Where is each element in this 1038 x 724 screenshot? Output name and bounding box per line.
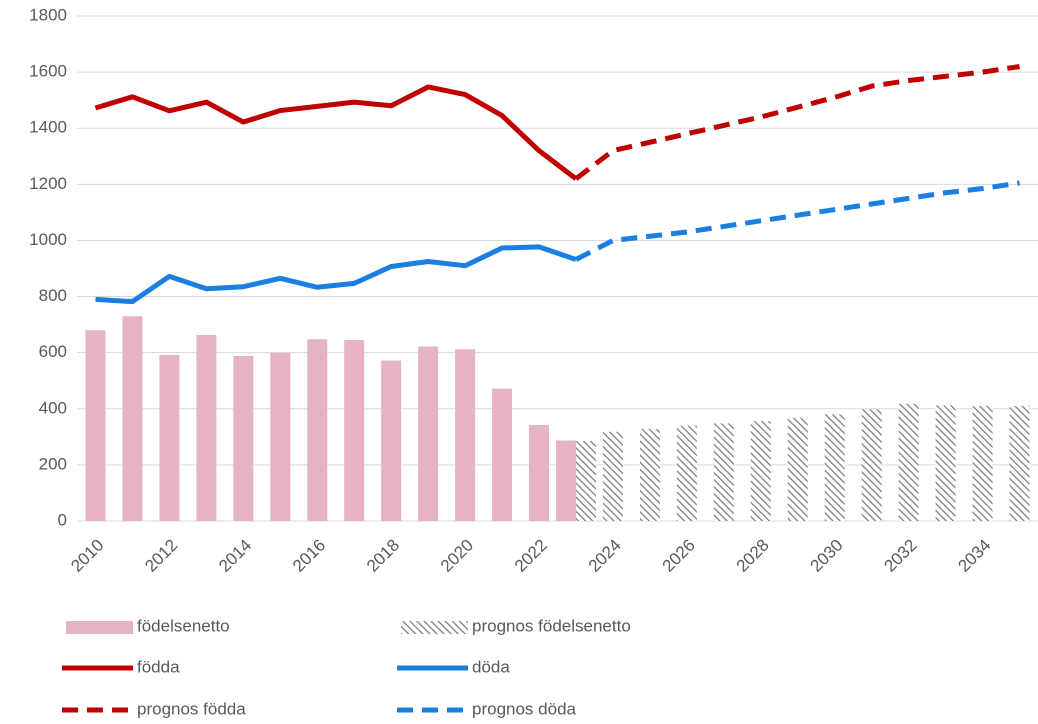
y-tick-label: 400 — [39, 398, 67, 417]
legend-label: födelsenetto — [137, 616, 230, 635]
bar — [602, 431, 623, 521]
bar — [972, 405, 993, 521]
y-tick-label: 1000 — [29, 230, 67, 249]
legend-label: prognos döda — [472, 699, 577, 718]
x-tick-label: 2032 — [880, 536, 920, 576]
x-tick-label: 2028 — [733, 536, 773, 576]
x-tick-label: 2014 — [215, 536, 255, 576]
y-tick-label: 1600 — [29, 62, 67, 81]
bar — [492, 388, 513, 521]
x-tick-label: 2020 — [437, 536, 477, 576]
legend-label: födda — [137, 657, 180, 676]
bar — [455, 349, 476, 521]
bar — [676, 425, 697, 521]
x-tick-label: 2034 — [954, 536, 994, 576]
bar — [1009, 405, 1030, 521]
x-tick-label: 2010 — [67, 536, 107, 576]
y-tick-label: 1400 — [29, 118, 67, 137]
x-tick-label: 2018 — [363, 536, 403, 576]
bar — [122, 316, 143, 521]
bar — [824, 414, 845, 521]
bar — [270, 352, 291, 521]
line — [574, 180, 1020, 262]
y-tick-label: 1200 — [29, 174, 67, 193]
bar — [639, 428, 660, 521]
bar — [233, 356, 254, 521]
legend-swatch — [401, 621, 468, 634]
bar — [529, 425, 550, 521]
y-tick-label: 200 — [39, 454, 67, 473]
bar — [750, 421, 771, 521]
bar — [555, 440, 576, 521]
y-tick-label: 800 — [39, 286, 67, 305]
legend-label: döda — [472, 657, 510, 676]
bar — [418, 346, 439, 521]
x-tick-label: 2030 — [807, 536, 847, 576]
bar — [307, 339, 328, 521]
bar — [898, 403, 919, 521]
bar — [85, 330, 106, 521]
bar — [861, 409, 882, 521]
bar — [713, 423, 734, 521]
x-tick-label: 2026 — [659, 536, 699, 576]
x-tick-label: 2012 — [141, 536, 181, 576]
bar — [344, 340, 365, 521]
legend-label: prognos födda — [137, 699, 246, 718]
bar — [575, 441, 596, 521]
line — [574, 64, 1020, 181]
legend-swatch — [66, 621, 133, 634]
y-tick-label: 1800 — [29, 5, 67, 24]
bar — [935, 405, 956, 521]
y-tick-label: 0 — [58, 510, 67, 529]
bar — [381, 360, 402, 521]
line — [94, 84, 578, 181]
bar — [159, 354, 180, 521]
line — [95, 244, 577, 305]
x-tick-label: 2024 — [585, 536, 625, 576]
legend-label: prognos födelsenetto — [472, 616, 631, 635]
bar — [196, 334, 217, 521]
y-tick-label: 600 — [39, 342, 67, 361]
x-tick-label: 2022 — [511, 536, 551, 576]
x-tick-label: 2016 — [289, 536, 329, 576]
bar — [787, 417, 808, 521]
